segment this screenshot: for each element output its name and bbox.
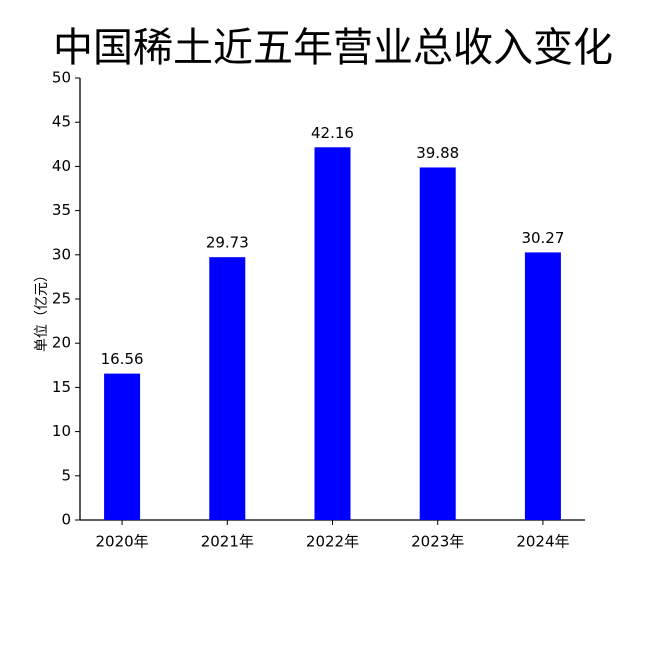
data-label: 29.73	[206, 234, 249, 252]
bar	[104, 373, 141, 520]
bar	[209, 257, 246, 520]
y-tick-label: 5	[61, 466, 71, 484]
y-tick-label: 10	[52, 422, 71, 440]
data-label: 42.16	[311, 124, 354, 142]
y-tick-label: 40	[52, 157, 71, 175]
bar	[419, 167, 456, 520]
x-tick-label: 2020年	[95, 533, 148, 551]
x-tick-label: 2023年	[411, 533, 464, 551]
data-label: 30.27	[521, 229, 564, 247]
x-tick-label: 2021年	[201, 533, 254, 551]
y-tick-label: 15	[52, 378, 71, 396]
x-tick-label: 2024年	[516, 533, 569, 551]
bar	[314, 147, 351, 520]
y-tick-label: 45	[52, 113, 71, 131]
y-tick-label: 35	[52, 201, 71, 219]
y-tick-label: 0	[61, 511, 71, 529]
bar	[524, 252, 561, 520]
y-tick-label: 25	[52, 290, 71, 308]
chart-title: 中国稀土近五年营业总收入变化	[53, 25, 613, 71]
y-axis-label: 单位（亿元）	[34, 268, 50, 352]
x-tick-label: 2022年	[306, 533, 359, 551]
data-label: 39.88	[416, 144, 459, 162]
y-tick-label: 30	[52, 245, 71, 263]
y-tick-label: 20	[52, 334, 71, 352]
data-label: 16.56	[101, 350, 144, 368]
y-tick-label: 50	[52, 69, 71, 87]
